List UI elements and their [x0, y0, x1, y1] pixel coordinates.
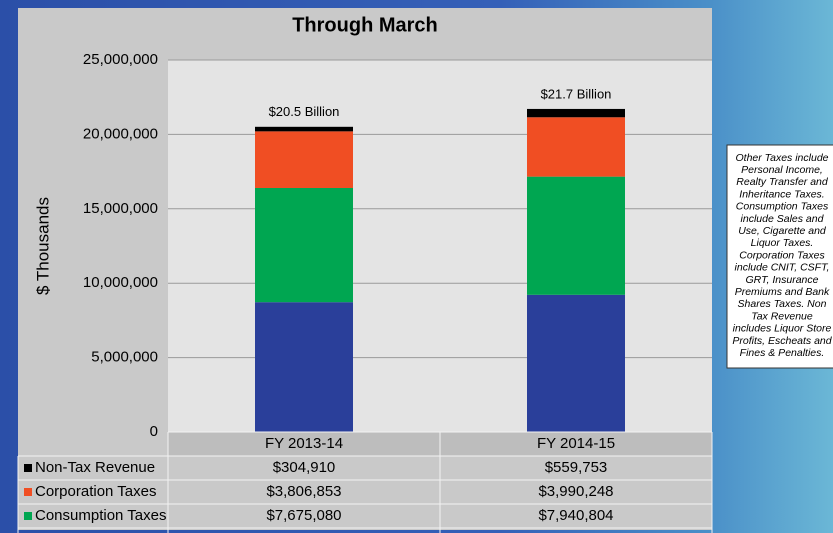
x-tick-label: FY 2014-15	[537, 435, 615, 452]
note-line: Shares Taxes. Non	[738, 298, 827, 310]
table-value: $9,220,387	[538, 531, 613, 533]
y-tick-label: 10,000,000	[83, 274, 158, 291]
bar-segment	[527, 176, 625, 295]
legend-swatch	[24, 464, 32, 472]
bar-segment	[527, 294, 625, 432]
table-value: $304,910	[273, 459, 336, 476]
y-tick-label: 25,000,000	[83, 51, 158, 68]
plot-area	[168, 60, 712, 432]
total-label: $20.5 Billion	[269, 104, 340, 119]
note-line: include CNIT, CSFT,	[735, 262, 830, 274]
table-value: $559,753	[545, 459, 608, 476]
note-line: Profits, Escheats and	[732, 335, 832, 347]
note-line: GRT, Insurance	[746, 274, 819, 286]
table-value: $7,940,804	[538, 507, 613, 524]
note-line: Consumption Taxes	[736, 201, 829, 213]
bar-segment	[255, 131, 353, 188]
note-line: Inheritance Taxes.	[739, 188, 824, 200]
bar-segment	[527, 117, 625, 177]
note-line: Premiums and Bank	[735, 286, 830, 298]
legend-swatch	[24, 512, 32, 520]
table-value: $7,675,080	[266, 507, 341, 524]
y-tick-label: 0	[150, 423, 158, 440]
bar-segment	[255, 126, 353, 132]
note-line: Corporation Taxes	[739, 249, 825, 261]
table-value: $3,990,248	[538, 483, 613, 500]
note-line: Liquor Taxes.	[751, 237, 814, 249]
note-line: Realty Transfer and	[736, 176, 829, 188]
bar-segment	[255, 302, 353, 432]
legend-swatch	[24, 488, 32, 496]
legend-label: Non-Tax Revenue	[35, 459, 155, 476]
note-line: Use, Cigarette and	[738, 225, 827, 237]
chart-title: Through March	[292, 14, 438, 36]
y-tick-label: 20,000,000	[83, 125, 158, 142]
x-tick-label: FY 2013-14	[265, 435, 343, 452]
note-line: include Sales and	[741, 213, 825, 225]
note-line: includes Liquor Store	[733, 323, 832, 335]
legend-label: Consumption Taxes	[35, 507, 166, 524]
total-label: $21.7 Billion	[541, 86, 612, 101]
legend-label: Corporation Taxes	[35, 483, 156, 500]
legend-label: Other Taxes	[35, 531, 116, 533]
note-box	[726, 144, 833, 369]
y-tick-label: 5,000,000	[91, 349, 158, 366]
note-line: Other Taxes include	[736, 152, 829, 164]
bar-segment	[255, 187, 353, 303]
table-value: $3,806,853	[266, 483, 341, 500]
note-line: Fines & Penalties.	[740, 347, 825, 359]
note-line: Tax Revenue	[751, 310, 813, 322]
note-line: Personal Income,	[741, 164, 823, 176]
y-tick-label: 15,000,000	[83, 200, 158, 217]
table-value: $8,723,203	[266, 531, 341, 533]
bar-segment	[527, 108, 625, 118]
y-axis-label: $ Thousands	[33, 197, 52, 295]
